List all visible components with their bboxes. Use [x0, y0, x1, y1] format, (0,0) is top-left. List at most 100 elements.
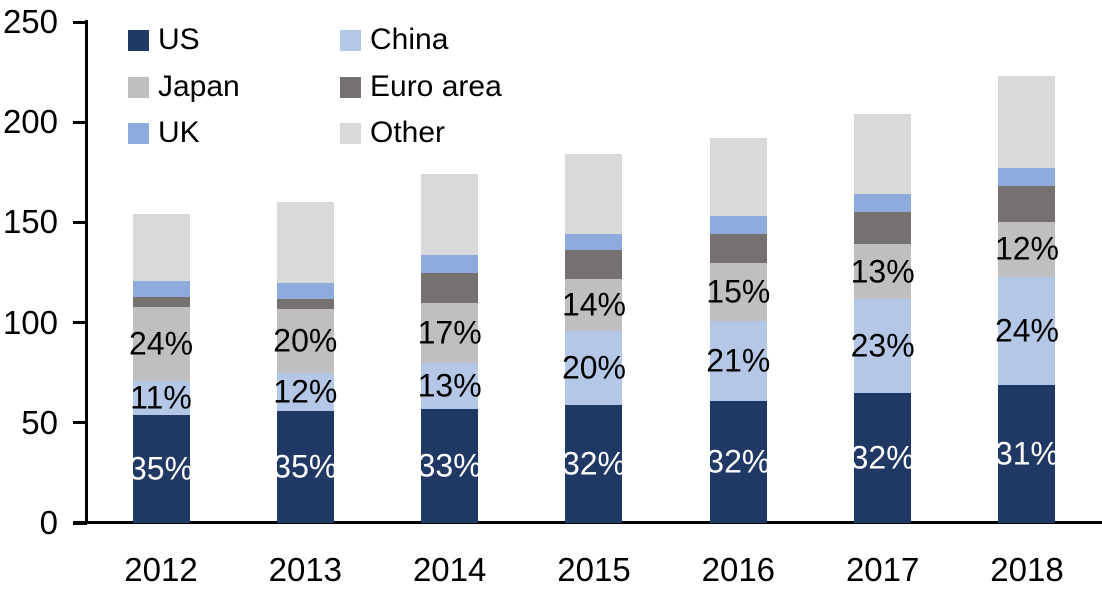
x-tick-label: 2012 — [124, 551, 198, 588]
y-tick-label: 100 — [2, 303, 58, 341]
y-tick-label: 200 — [2, 103, 58, 141]
legend-item-uk: UK — [128, 116, 200, 149]
x-tick-label: 2013 — [268, 551, 343, 588]
bar-2018: 31% 24% 12% — [995, 76, 1059, 523]
segment-label: 31% — [994, 435, 1060, 472]
bar-segment-euro-area — [998, 186, 1056, 223]
x-tick-label: 2018 — [990, 551, 1064, 588]
legend-item-japan: Japan — [128, 70, 240, 103]
bar-2017: 32% 23% 13% — [851, 114, 915, 523]
bar-segment-us: 31% — [995, 384, 1059, 523]
y-axis-tick — [73, 220, 87, 224]
bar-segment-uk — [998, 168, 1056, 187]
bar-segment-uk — [854, 194, 912, 213]
y-tick-label: 250 — [2, 3, 58, 40]
x-tick-label: 2017 — [845, 551, 920, 588]
bar-segment-japan: 17% — [418, 302, 482, 363]
legend-item-china: China — [340, 23, 449, 56]
segment-label: 21% — [706, 342, 771, 379]
bar-segment-china: 21% — [706, 320, 770, 401]
legend-swatch — [340, 29, 361, 51]
bar-segment-uk — [421, 254, 479, 273]
segment-label: 13% — [850, 253, 915, 290]
bar-2015: 32% 20% 14% — [562, 154, 626, 523]
bar-segment-us: 35% — [129, 414, 193, 523]
bar-segment-other — [998, 76, 1056, 169]
y-axis-tick — [73, 521, 87, 525]
legend-label: UK — [158, 116, 200, 149]
bar-segment-japan: 20% — [273, 308, 337, 373]
segment-label: 32% — [706, 443, 771, 480]
segment-label: 13% — [417, 367, 482, 404]
y-tick-label: 0 — [39, 504, 58, 541]
segment-label: 20% — [273, 322, 338, 359]
bar-2014: 33% 13% 17% — [418, 174, 482, 523]
y-axis-tick — [73, 20, 87, 24]
y-axis-tick — [73, 421, 87, 425]
bar-segment-us: 32% — [562, 404, 626, 523]
bar-segment-japan: 14% — [562, 278, 626, 331]
bar-segment-other — [565, 154, 623, 235]
legend-label: US — [158, 23, 200, 56]
legend-label: Japan — [158, 70, 240, 103]
x-tick-label: 2015 — [557, 551, 631, 588]
legend-swatch — [128, 29, 149, 51]
segment-label: 14% — [561, 286, 627, 323]
bar-segment-us: 32% — [706, 400, 770, 523]
bar-segment-japan: 13% — [851, 244, 915, 299]
bar-2013: 35% 12% 20% — [273, 202, 337, 523]
segment-label: 35% — [273, 448, 338, 485]
bar-segment-euro-area — [132, 296, 190, 307]
bar-segment-other — [709, 138, 767, 217]
segment-label: 20% — [561, 349, 627, 386]
segment-label: 33% — [417, 447, 482, 484]
x-tick-label: 2016 — [701, 551, 776, 588]
segment-label: 35% — [128, 450, 194, 487]
legend-swatch — [340, 122, 361, 144]
legend-swatch — [128, 76, 149, 98]
bar-segment-china: 13% — [418, 362, 482, 409]
legend-item-other: Other — [340, 116, 446, 149]
y-tick-label: 150 — [2, 203, 58, 241]
bar-segment-euro-area — [421, 272, 479, 303]
bar-segment-euro-area — [565, 250, 623, 279]
legend-swatch — [340, 76, 361, 98]
bar-segment-euro-area — [276, 298, 334, 309]
bar-2012: 35% 11% 24% — [129, 214, 193, 523]
bar-segment-euro-area — [854, 212, 912, 245]
bar-segment-japan: 15% — [706, 262, 770, 321]
legend-item-us: US — [128, 23, 200, 56]
bar-segment-japan: 24% — [129, 306, 193, 381]
bar-segment-china: 11% — [130, 379, 192, 416]
bar-segment-euro-area — [709, 234, 767, 263]
segment-label: 32% — [850, 439, 915, 476]
segment-label: 15% — [706, 273, 771, 310]
segment-label: 32% — [561, 445, 627, 482]
bar-segment-us: 35% — [273, 410, 337, 523]
legend-item-euro-area: Euro area — [340, 72, 502, 102]
y-axis-line — [85, 20, 88, 524]
segment-label: 12% — [273, 373, 338, 410]
segment-label: 24% — [128, 325, 194, 362]
legend-label: Other — [370, 116, 446, 149]
bar-segment-china: 20% — [562, 330, 626, 405]
legend-label: China — [370, 23, 449, 56]
y-tick-label: 50 — [21, 403, 58, 441]
segment-label: 17% — [417, 314, 482, 351]
bar-segment-uk — [565, 234, 623, 251]
bar-segment-other — [854, 114, 912, 195]
x-tick-label: 2014 — [412, 551, 487, 588]
bar-segment-china: 12% — [273, 372, 337, 411]
bar-segment-other — [421, 174, 479, 255]
segment-label: 24% — [994, 312, 1060, 349]
bar-segment-other — [276, 202, 334, 283]
bar-2016: 32% 21% 15% — [706, 138, 770, 523]
bar-segment-uk — [709, 216, 767, 235]
legend-swatch — [128, 122, 149, 144]
segment-label: 11% — [130, 379, 192, 416]
bar-segment-uk — [132, 280, 190, 297]
y-axis-tick — [73, 120, 87, 124]
bar-segment-us: 32% — [851, 392, 915, 523]
bar-segment-us: 33% — [418, 408, 482, 523]
